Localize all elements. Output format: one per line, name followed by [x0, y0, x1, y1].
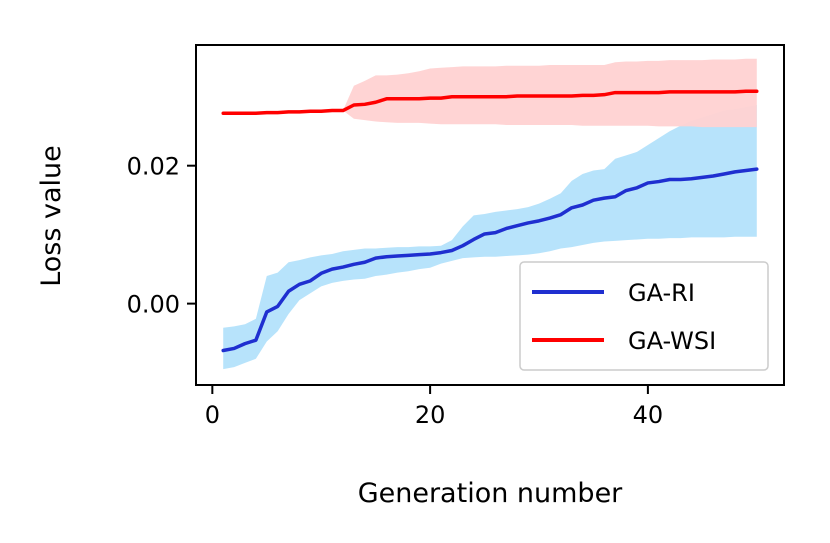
line-ga-ri [221, 167, 759, 353]
band-ga-ri [223, 105, 757, 370]
series-lines [221, 89, 759, 353]
plot-frame [195, 44, 785, 386]
y-tick-label-1: 0.02 [127, 153, 180, 181]
band-ga-wsi [223, 58, 757, 128]
y-tick-label-0: 0.00 [127, 291, 180, 319]
y-axis-label: Loss value [36, 145, 67, 287]
line-ga-wsi [221, 89, 759, 116]
confidence-bands [223, 58, 757, 370]
x-axis-ticks: 0 20 40 [205, 385, 663, 429]
legend-box [519, 261, 769, 371]
legend-label-ga-wsi: GA-WSI [628, 327, 716, 355]
x-tick-label-20: 20 [415, 401, 446, 429]
x-tick-label-0: 0 [205, 401, 220, 429]
x-tick-label-40: 40 [633, 401, 664, 429]
legend: GA-RI GA-WSI [519, 261, 769, 371]
y-axis-ticks: 0.00 0.02 [127, 153, 196, 319]
x-axis-label: Generation number [358, 478, 623, 509]
legend-label-ga-ri: GA-RI [628, 279, 695, 307]
